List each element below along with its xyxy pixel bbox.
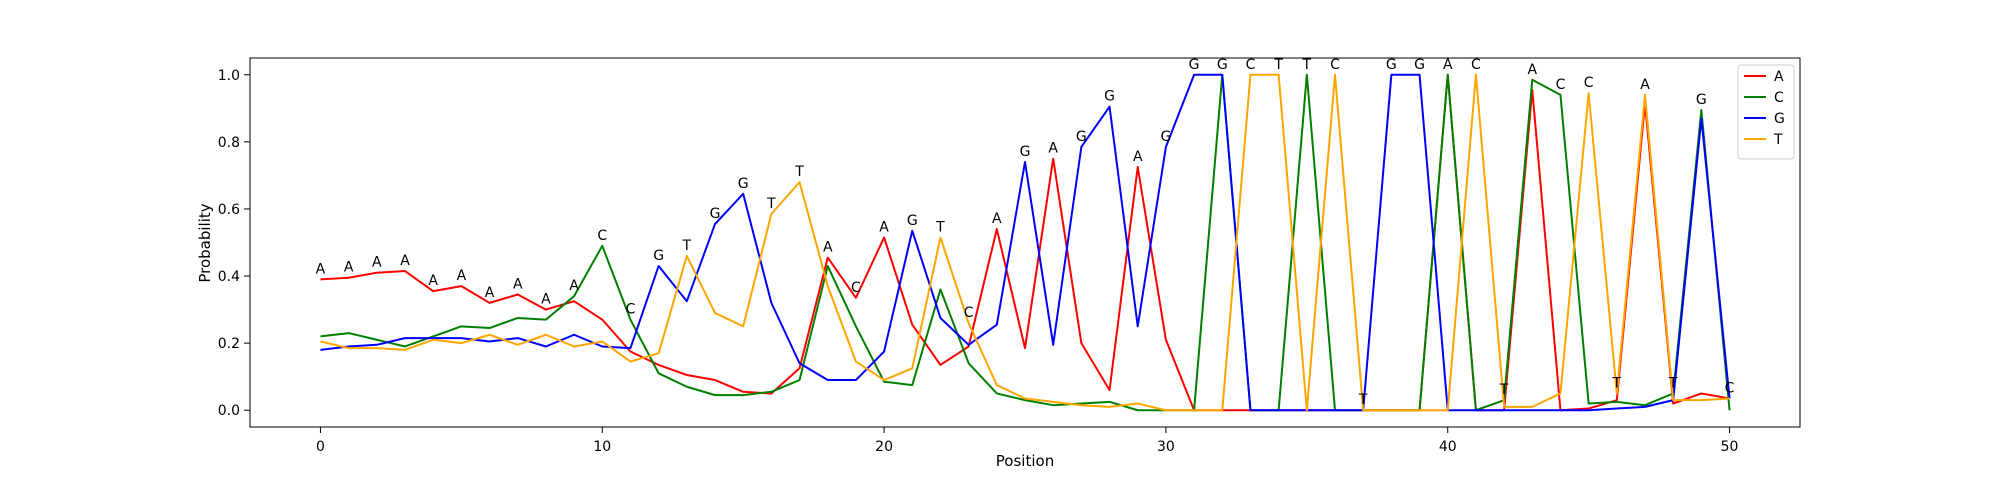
x-tick-label: 50 (1721, 439, 1739, 455)
legend-label-T: T (1773, 132, 1783, 148)
peak-label: G (1189, 57, 1200, 73)
peak-label: A (569, 278, 579, 294)
legend-label-G: G (1774, 111, 1785, 127)
y-tick-label: 0.6 (218, 202, 240, 218)
peak-label: A (1640, 77, 1650, 93)
x-tick-label: 40 (1439, 439, 1457, 455)
peak-label: G (1696, 92, 1707, 108)
peak-label: T (1668, 375, 1678, 391)
peak-label: T (935, 219, 945, 235)
peak-label: G (1076, 129, 1087, 145)
x-tick-label: 30 (1157, 439, 1175, 455)
peak-label: G (1217, 57, 1228, 73)
y-tick-label: 0.8 (218, 135, 240, 151)
legend-box (1737, 64, 1795, 160)
peak-label: C (1556, 77, 1566, 93)
series-line-C (320, 73, 1731, 412)
peak-label: C (1584, 75, 1594, 91)
y-axis-title: Probability (196, 203, 214, 282)
peak-label: C (964, 305, 974, 321)
peak-label: A (457, 268, 467, 284)
x-tick-label: 20 (875, 439, 893, 455)
peak-label: C (626, 302, 636, 318)
peak-label: A (1133, 149, 1143, 165)
x-axis: 0 10 20 30 40 50 (316, 427, 1738, 455)
peak-label: A (879, 219, 889, 235)
peak-label: G (738, 176, 749, 192)
peak-label: G (1386, 57, 1397, 73)
y-tick-label: 0.2 (218, 336, 240, 352)
legend-label-A: A (1774, 69, 1784, 85)
peak-label: A (1048, 141, 1058, 157)
peak-label: T (1273, 57, 1283, 73)
peak-label: G (907, 213, 918, 229)
peak-label: G (1160, 129, 1171, 145)
x-axis-title: Position (996, 452, 1054, 470)
peak-label: A (1527, 62, 1537, 78)
peak-label: T (766, 196, 776, 212)
peak-label: T (1612, 375, 1622, 391)
peak-label: T (1358, 392, 1368, 408)
peak-label: T (682, 238, 692, 254)
peak-label: A (372, 255, 382, 271)
peak-label: G (1104, 89, 1115, 105)
y-tick-label: 0.0 (218, 403, 240, 419)
peak-label: A (541, 292, 551, 308)
peak-label: A (344, 260, 354, 276)
peak-label: A (992, 211, 1002, 227)
peak-label: G (1414, 57, 1425, 73)
series-lines (320, 73, 1731, 412)
peak-label: C (1246, 57, 1256, 73)
x-tick-label: 0 (316, 439, 325, 455)
peak-label: C (1471, 57, 1481, 73)
peak-label: G (710, 206, 721, 222)
peak-label: C (851, 280, 861, 296)
peak-label: A (513, 276, 523, 292)
peak-label: A (1443, 57, 1453, 73)
x-tick-label: 10 (593, 439, 611, 455)
y-tick-label: 1.0 (218, 68, 240, 84)
peak-label: T (1499, 382, 1509, 398)
peak-label: G (1020, 144, 1031, 160)
series-line-T (320, 73, 1730, 412)
peak-label: A (823, 240, 833, 256)
y-tick-label: 0.4 (218, 269, 240, 285)
peak-label: A (485, 285, 495, 301)
plot-area (249, 57, 1801, 428)
peak-label: G (653, 248, 664, 264)
peak-label: C (1330, 57, 1340, 73)
peak-label: C (597, 228, 607, 244)
peak-label: A (400, 253, 410, 269)
y-axis: 0.0 0.2 0.4 0.6 0.8 1.0 (218, 68, 250, 419)
peak-label: A (428, 273, 438, 289)
series-line-G (320, 73, 1731, 412)
legend-label-C: C (1774, 90, 1784, 106)
peak-label: T (1302, 57, 1312, 73)
peak-label: A (316, 261, 326, 277)
peak-labels: A A A A A A A A A A C C G T G G T T A C A G T C A G A G G A G G G C T T C T G G… (316, 57, 1735, 408)
peak-label: C (1725, 380, 1735, 396)
peak-label: T (794, 164, 804, 180)
